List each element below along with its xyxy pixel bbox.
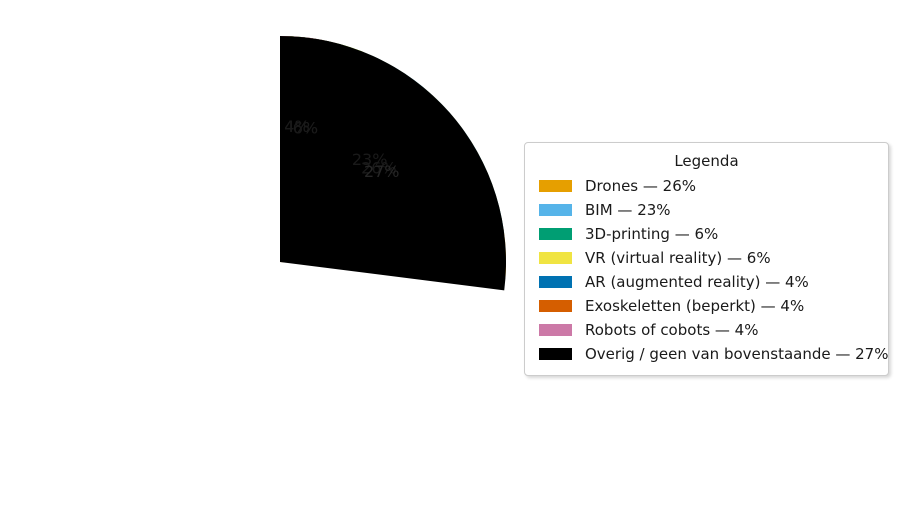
legend-swatch-drones xyxy=(539,180,572,192)
pie-value-label-robots-cobots: 4% xyxy=(284,117,309,136)
legend-item-exoskeletten[interactable]: Exoskeletten (beperkt) — 4% xyxy=(535,294,878,318)
legend-label-drones: Drones — 26% xyxy=(585,177,696,195)
legend-swatch-exoskeletten xyxy=(539,300,572,312)
legend-item-3d-printing[interactable]: 3D-printing — 6% xyxy=(535,222,878,246)
legend-item-bim[interactable]: BIM — 23% xyxy=(535,198,878,222)
pie-value-label-bim: 23% xyxy=(352,150,388,169)
pie-slice-overig[interactable] xyxy=(280,36,507,291)
legend-item-drones[interactable]: Drones — 26% xyxy=(535,174,878,198)
legend-swatch-vr xyxy=(539,252,572,264)
pie-value-label-ar: 4% xyxy=(284,117,309,136)
legend-label-exoskeletten: Exoskeletten (beperkt) — 4% xyxy=(585,297,805,315)
legend-item-ar[interactable]: AR (augmented reality) — 4% xyxy=(535,270,878,294)
legend-label-3d-printing: 3D-printing — 6% xyxy=(585,225,719,243)
legend-swatch-ar xyxy=(539,276,572,288)
pie-value-label-vr: 6% xyxy=(293,118,318,137)
legend-items-list: Drones — 26% BIM — 23% 3D-printing — 6% VR … xyxy=(535,174,888,366)
legend-label-vr: VR (virtual reality) — 6% xyxy=(585,249,771,267)
legend-label-bim: BIM — 23% xyxy=(585,201,671,219)
pie-plot-area: 26% 23% 6% 6% 4% 4% 4% 27% xyxy=(280,35,507,291)
pie-value-label-overig: 27% xyxy=(364,162,400,181)
legend-item-overig[interactable]: Overig / geen van bovenstaande — 27% xyxy=(535,342,888,366)
legend-title: Legenda xyxy=(674,152,739,170)
pie-value-labels-group: 26%23%6%6%4%4%4%27% xyxy=(284,117,399,181)
legend-swatch-3d-printing xyxy=(539,228,572,240)
pie-value-label-3d-printing: 6% xyxy=(293,118,318,137)
pie-svg: 26%23%6%6%4%4%4%27% xyxy=(280,35,507,291)
legend-label-robots-cobots: Robots of cobots — 4% xyxy=(585,321,759,339)
legend-label-ar: AR (augmented reality) — 4% xyxy=(585,273,809,291)
legend-box: Legenda Drones — 26% BIM — 23% 3D-printing… xyxy=(524,142,889,376)
pie-value-label-exoskeletten: 4% xyxy=(284,117,309,136)
legend-label-overig: Overig / geen van bovenstaande — 27% xyxy=(585,345,889,363)
legend-swatch-robots-cobots xyxy=(539,324,572,336)
legend-swatch-bim xyxy=(539,204,572,216)
legend-swatch-overig xyxy=(539,348,572,360)
legend-item-robots-cobots[interactable]: Robots of cobots — 4% xyxy=(535,318,878,342)
pie-value-label-drones: 26% xyxy=(361,159,397,178)
legend-item-vr[interactable]: VR (virtual reality) — 6% xyxy=(535,246,878,270)
pie-slices-group xyxy=(280,35,507,291)
